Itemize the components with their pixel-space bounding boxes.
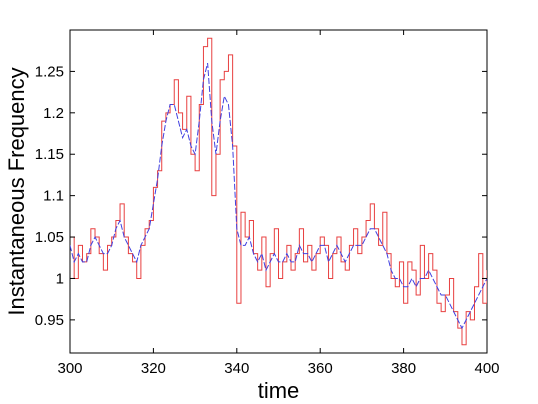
y-tick-label: 1.1 (43, 188, 64, 205)
y-tick-label: 1.05 (35, 229, 64, 246)
x-tick-label: 340 (224, 360, 249, 377)
x-axis-title: time (258, 378, 300, 403)
smooth-series-line (70, 63, 487, 330)
x-tick-label: 300 (57, 360, 82, 377)
y-tick-label: 1 (56, 270, 64, 287)
y-tick-label: 0.95 (35, 312, 64, 329)
series-layer (70, 37, 487, 346)
plot-area (69, 29, 488, 354)
y-axis-title: Instantaneous Frequency (4, 67, 29, 315)
x-tick-label: 380 (391, 360, 416, 377)
x-tick-label: 360 (308, 360, 333, 377)
y-tick-label: 1.2 (43, 105, 64, 122)
step-series-line (70, 37, 487, 346)
ticks-layer: 300 320 340 360 380 400 0.95 1 1.05 1.1 1.15 1.2 1.2… (35, 30, 500, 377)
x-tick-label: 320 (141, 360, 166, 377)
y-tick-label: 1.15 (35, 146, 64, 163)
x-tick-label: 400 (474, 360, 499, 377)
y-tick-label: 1.25 (35, 63, 64, 80)
